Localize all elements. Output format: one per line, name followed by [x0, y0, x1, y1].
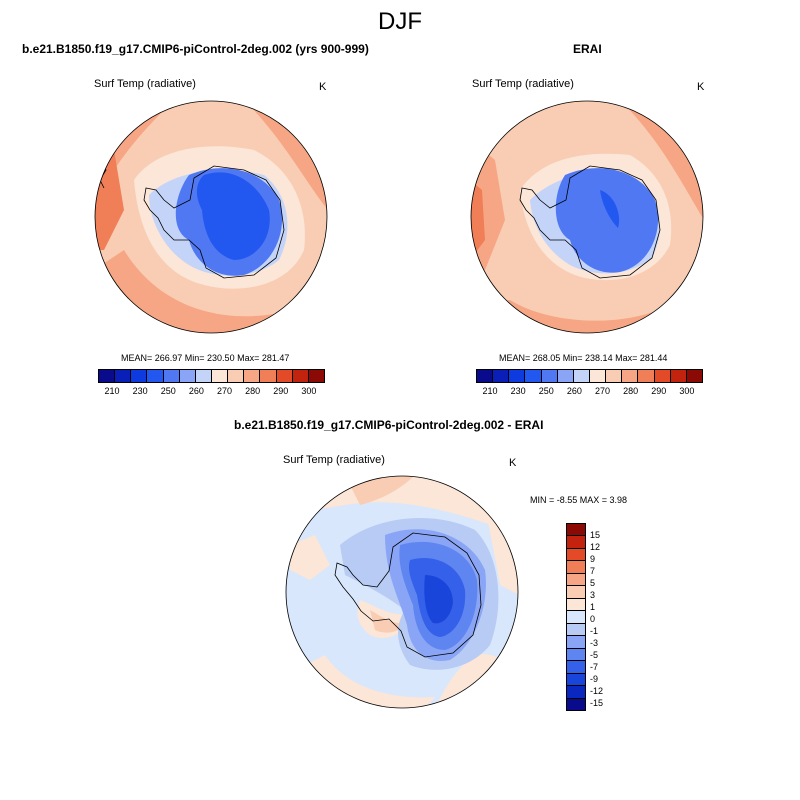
colorbar-swatch: [244, 370, 261, 382]
colorbar-swatch: [276, 370, 293, 382]
colorbar-tick-label: -15: [590, 698, 604, 708]
colorbar-tick-label: 12: [590, 542, 601, 552]
panel3-colorbar-ticks: 15 12 9 7 5 3 1 0 -1 -3 -5 -7 -9 -12 -15: [590, 523, 620, 709]
panel2-title: ERAI: [573, 42, 602, 56]
colorbar-tick-label: 230: [132, 386, 148, 396]
colorbar-tick-label: 250: [160, 386, 176, 396]
figure-title: DJF: [378, 8, 422, 35]
colorbar-swatch: [147, 370, 164, 382]
colorbar-swatch: [567, 536, 585, 549]
colorbar-tick-label: 260: [188, 386, 204, 396]
colorbar-tick-label: 290: [273, 386, 289, 396]
colorbar-swatch: [163, 370, 180, 382]
panel3-variable-label: Surf Temp (radiative): [283, 454, 385, 466]
panel1-colorbar-ticks: 210 230 250 260 270 280 290 300: [98, 386, 323, 398]
colorbar-swatch: [567, 586, 585, 599]
colorbar-swatch: [493, 370, 510, 382]
colorbar-tick-label: 290: [651, 386, 667, 396]
colorbar-swatch: [567, 686, 585, 699]
colorbar-swatch: [195, 370, 212, 382]
colorbar-tick-label: 230: [510, 386, 526, 396]
colorbar-swatch: [567, 561, 585, 574]
colorbar-swatch: [567, 648, 585, 662]
colorbar-tick-label: -7: [590, 662, 599, 672]
colorbar-swatch: [606, 370, 623, 382]
colorbar-swatch: [638, 370, 655, 382]
colorbar-tick-label: 300: [679, 386, 695, 396]
colorbar-tick-label: 210: [482, 386, 498, 396]
colorbar-swatch: [477, 370, 494, 382]
colorbar-tick-label: 7: [590, 566, 596, 576]
colorbar-swatch: [525, 370, 542, 382]
panel1-units-label: K: [319, 81, 327, 93]
colorbar-tick-label: 0: [590, 614, 596, 624]
panel1-stats: MEAN= 266.97 Min= 230.50 Max= 281.47: [121, 353, 290, 363]
colorbar-tick-label: -12: [590, 686, 604, 696]
colorbar-swatch: [589, 370, 607, 382]
colorbar-tick-label: 1: [590, 602, 596, 612]
colorbar-tick-label: 280: [623, 386, 639, 396]
colorbar-swatch: [292, 370, 309, 382]
colorbar-tick-label: 210: [104, 386, 120, 396]
colorbar-swatch: [622, 370, 639, 382]
panel2-variable-label: Surf Temp (radiative): [472, 78, 574, 90]
colorbar-tick-label: 9: [590, 554, 596, 564]
panel3-stats: MIN = -8.55 MAX = 3.98: [530, 495, 628, 505]
colorbar-tick-label: 15: [590, 530, 601, 540]
colorbar-swatch: [509, 370, 526, 382]
colorbar-swatch: [686, 370, 702, 382]
colorbar-swatch: [99, 370, 116, 382]
panel3-title: b.e21.B1850.f19_g17.CMIP6-piControl-2deg…: [234, 418, 544, 432]
panel2-stats: MEAN= 268.05 Min= 238.14 Max= 281.44: [499, 353, 668, 363]
colorbar-tick-label: 280: [245, 386, 261, 396]
colorbar-swatch: [573, 370, 590, 382]
panel1-title: b.e21.B1850.f19_g17.CMIP6-piControl-2deg…: [22, 42, 369, 56]
colorbar-swatch: [567, 524, 585, 537]
panel2-colorbar-ticks: 210 230 250 260 270 280 290 300: [476, 386, 701, 398]
panel3-map: [285, 475, 519, 709]
panel3-colorbar: [566, 523, 586, 711]
colorbar-swatch: [670, 370, 687, 382]
colorbar-tick-label: 270: [595, 386, 611, 396]
colorbar-swatch: [654, 370, 671, 382]
panel1-map: [94, 100, 328, 334]
colorbar-swatch: [567, 661, 585, 674]
panel2-map: [470, 100, 704, 334]
colorbar-tick-label: 3: [590, 590, 596, 600]
panel2-colorbar: [476, 369, 703, 383]
panel1-variable-label: Surf Temp (radiative): [94, 78, 196, 90]
colorbar-swatch: [567, 548, 585, 562]
colorbar-swatch: [567, 673, 585, 687]
colorbar-swatch: [131, 370, 148, 382]
colorbar-swatch: [567, 598, 585, 612]
colorbar-swatch: [115, 370, 132, 382]
colorbar-tick-label: -3: [590, 638, 599, 648]
colorbar-swatch: [260, 370, 277, 382]
colorbar-tick-label: -1: [590, 626, 599, 636]
colorbar-tick-label: 300: [301, 386, 317, 396]
panel2-units-label: K: [697, 81, 705, 93]
colorbar-swatch: [211, 370, 229, 382]
colorbar-tick-label: 250: [538, 386, 554, 396]
colorbar-tick-label: -5: [590, 650, 599, 660]
panel1-colorbar: [98, 369, 325, 383]
colorbar-swatch: [557, 370, 574, 382]
colorbar-tick-label: 260: [566, 386, 582, 396]
colorbar-tick-label: 270: [217, 386, 233, 396]
colorbar-swatch: [541, 370, 558, 382]
colorbar-swatch: [567, 611, 585, 624]
colorbar-swatch: [567, 623, 585, 637]
colorbar-swatch: [567, 573, 585, 587]
panel3-units-label: K: [509, 457, 517, 469]
colorbar-swatch: [567, 698, 585, 711]
colorbar-tick-label: -9: [590, 674, 599, 684]
colorbar-swatch: [308, 370, 324, 382]
colorbar-swatch: [179, 370, 196, 382]
colorbar-swatch: [228, 370, 245, 382]
colorbar-swatch: [567, 636, 585, 649]
colorbar-tick-label: 5: [590, 578, 596, 588]
